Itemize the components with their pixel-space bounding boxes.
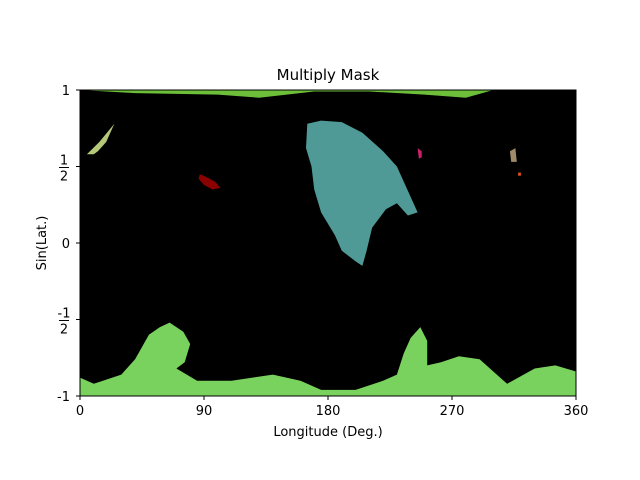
x-tick-label: 0 [76,404,84,419]
x-axis-ticks: 0 90 180 270 360 [76,396,589,419]
x-axis-label: Longitude (Deg.) [273,425,382,440]
mask-region-teal-region [306,120,418,266]
y-tick-denominator: 2 [60,323,68,338]
y-tick-denominator: 2 [60,170,68,185]
y-tick-numerator: 1 [60,154,68,169]
mask-region-north-polar-cap [80,90,494,98]
mask-region-tan-spot [509,148,517,162]
x-tick-label: 360 [564,404,589,419]
mask-region-south-polar-cap [80,322,576,396]
y-tick-numerator: -1 [58,307,71,322]
mask-region-orange-spot [518,172,521,176]
plot-area [79,89,577,397]
mask-region-dark-red-spot [198,174,221,190]
y-axis-label: Sin(Lat.) [35,216,50,271]
y-tick-label: -1 [57,390,70,405]
y-tick-label: -12 [58,307,71,338]
mask-region-pink-spot [417,148,422,159]
y-tick-label: 12 [59,154,69,185]
y-tick-label: 1 [62,84,70,99]
x-tick-label: 180 [316,404,341,419]
y-tick-label: 0 [62,237,70,252]
x-tick-label: 90 [196,404,213,419]
x-tick-label: 270 [440,404,465,419]
chart-title: Multiply Mask [277,66,380,84]
